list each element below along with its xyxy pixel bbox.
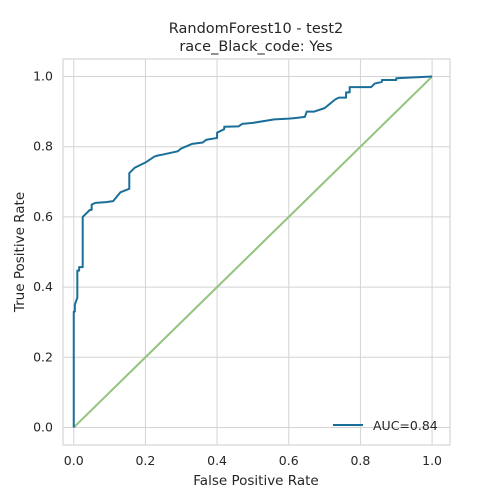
x-axis-label: False Positive Rate [193,473,318,489]
y-tick-label: 0.0 [33,419,53,434]
chart-title-line-2: race_Black_code: Yes [179,39,332,55]
y-tick-label: 0.4 [33,279,53,294]
roc-curve-line [72,75,433,428]
x-tick-label: 1.0 [422,453,442,468]
x-tick-label: 0.0 [64,453,84,468]
tick-labels: 0.0 0.2 0.4 0.6 0.8 1.0 0.0 0.2 0.4 0.6 0.8 1.0 [33,69,442,468]
y-tick-label: 0.2 [33,349,53,364]
x-tick-label: 0.6 [279,453,299,468]
chance-diagonal-line [73,75,433,429]
x-tick-label: 0.2 [135,453,155,468]
y-axis-label: True Positive Rate [12,192,28,313]
series-layer [72,75,433,429]
x-tick-label: 0.4 [207,453,227,468]
y-tick-label: 0.8 [33,139,53,154]
y-tick-label: 0.6 [33,209,53,224]
x-tick-label: 0.8 [350,453,370,468]
chart-title-line-1: RandomForest10 - test2 [169,21,344,37]
legend: AUC=0.84 [333,418,438,433]
legend-label: AUC=0.84 [373,418,438,433]
y-tick-label: 1.0 [33,69,53,84]
